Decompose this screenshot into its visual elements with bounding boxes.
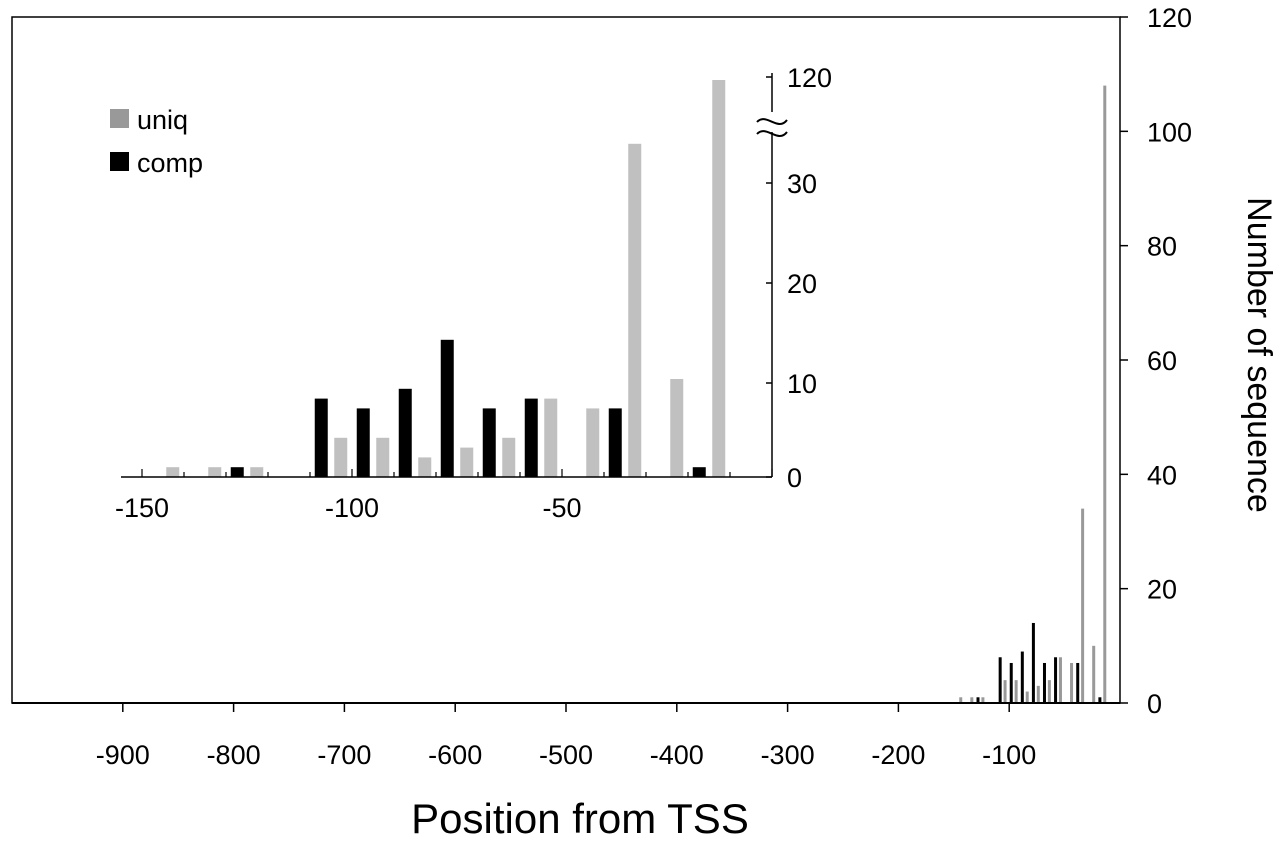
main-bar-comp	[1042, 662, 1046, 703]
inset-bar-comp	[692, 467, 706, 477]
inset-bar-uniq	[586, 408, 600, 477]
inset-axis-break-mark	[756, 118, 788, 125]
main-bar-uniq	[959, 697, 963, 703]
main-x-tick-label: -300	[761, 740, 815, 770]
inset-bar-uniq	[544, 398, 558, 477]
inset-x-tick-label: -50	[542, 493, 581, 523]
main-y-tick-label: 120	[1147, 3, 1192, 33]
x-axis-label: Position from TSS	[411, 795, 749, 842]
inset-y-tick-label: 0	[787, 463, 802, 493]
main-bar-comp	[976, 697, 980, 703]
main-bar-uniq	[1014, 680, 1018, 703]
main-y-tick-label: 80	[1147, 232, 1177, 262]
main-x-tick-label: -400	[650, 740, 704, 770]
inset-y-tick-label: 30	[787, 169, 817, 199]
inset-bar-uniq	[670, 379, 684, 477]
y-axis-label: Number of sequence	[1240, 197, 1278, 513]
inset-x-tick-label: -150	[115, 493, 169, 523]
inset-bar-uniq	[628, 143, 642, 478]
main-bar-comp	[1020, 651, 1024, 703]
main-x-tick-label: -200	[871, 740, 925, 770]
main-y-tick-label: 20	[1147, 575, 1177, 605]
main-bar-uniq	[1036, 685, 1040, 703]
inset-bar-comp	[356, 408, 370, 477]
main-bar-uniq	[970, 697, 974, 703]
inset-axis-break-mark	[756, 130, 788, 137]
main-plot: -900 -800 -700 -600 -500 -400 -300 -200 -1000204…	[11, 3, 1192, 770]
main-bar-uniq	[1081, 508, 1085, 703]
main-x-tick-label: -700	[317, 740, 371, 770]
main-bar-comp	[1054, 657, 1058, 703]
inset-bar-uniq	[418, 457, 432, 477]
main-bar-uniq	[1103, 85, 1107, 704]
inset-bar-comp	[482, 408, 496, 477]
legend-item-uniq: uniq	[110, 105, 188, 135]
main-bar-uniq	[1047, 680, 1051, 703]
inset-bar-uniq	[208, 467, 222, 477]
main-bar-comp	[1031, 622, 1035, 703]
main-bar-uniq	[1003, 680, 1007, 703]
main-bar-uniq	[1058, 657, 1062, 703]
inset-bar-comp	[440, 339, 454, 477]
inset-bar-uniq	[376, 437, 390, 477]
main-y-tick-label: 100	[1147, 117, 1192, 147]
main-y-tick-label: 60	[1147, 346, 1177, 376]
inset-y-tick-label: 120	[787, 63, 832, 93]
main-y-tick-label: 40	[1147, 460, 1177, 490]
inset-bar-comp	[524, 398, 538, 477]
main-bar-comp	[1009, 662, 1013, 703]
main-bar-comp	[998, 657, 1002, 703]
legend-swatch-comp	[110, 152, 129, 171]
main-x-tick-label: -500	[539, 740, 593, 770]
legend-item-comp: comp	[110, 148, 203, 178]
inset-y-tick-label: 10	[787, 369, 817, 399]
inset-bar-uniq	[502, 437, 516, 477]
inset-bar-comp	[398, 388, 412, 477]
legend-swatch-uniq	[110, 109, 129, 128]
main-bar-comp	[1098, 697, 1102, 703]
main-x-tick-label: -600	[428, 740, 482, 770]
main-y-tick-label: 0	[1147, 689, 1162, 719]
legend-label-uniq: uniq	[137, 105, 188, 135]
inset-plot: -150 -100 -50 0 10 20 30 120 uniq comp	[110, 63, 832, 523]
inset-bar-comp	[230, 467, 244, 477]
inset-y-tick-label: 20	[787, 269, 817, 299]
inset-bar-uniq	[250, 467, 264, 477]
main-bar-comp	[1076, 662, 1080, 703]
inset-bar-comp	[608, 408, 622, 477]
main-bar-uniq	[1025, 691, 1029, 703]
inset-bar-comp	[314, 398, 328, 477]
inset-x-tick-label: -100	[325, 493, 379, 523]
main-bar-uniq	[1092, 645, 1096, 703]
main-bar-uniq	[1070, 662, 1074, 703]
inset-bar-uniq	[712, 80, 726, 477]
main-x-tick-label: -800	[207, 740, 261, 770]
main-x-tick-label: -900	[96, 740, 150, 770]
legend-label-comp: comp	[137, 148, 203, 178]
main-x-tick-label: -100	[982, 740, 1036, 770]
inset-bar-uniq	[460, 447, 474, 477]
inset-bar-uniq	[334, 437, 348, 477]
main-bar-uniq	[981, 697, 985, 703]
inset-bar-uniq	[166, 467, 180, 477]
